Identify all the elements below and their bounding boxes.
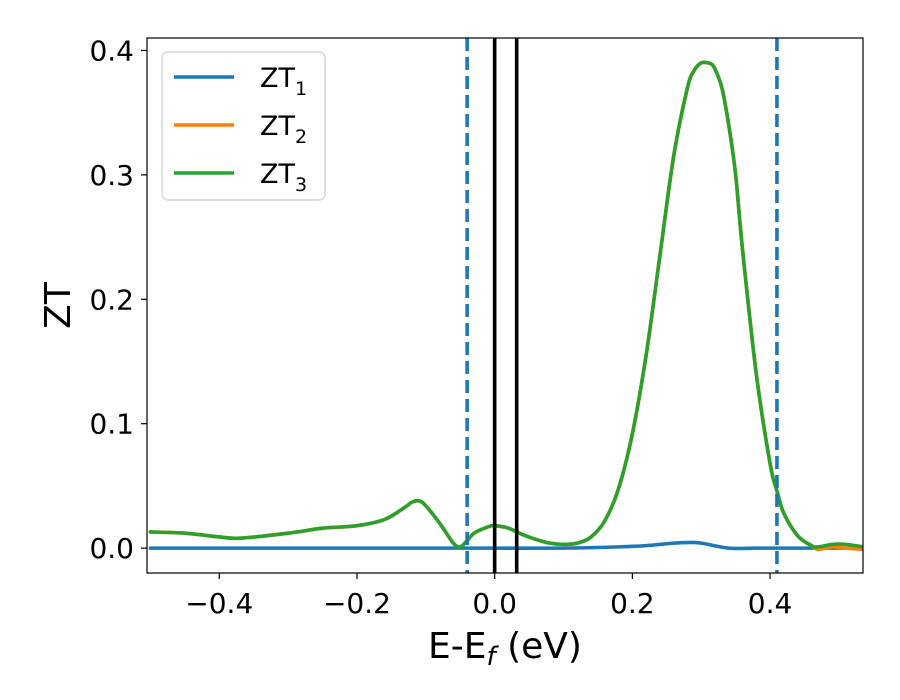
series-line-zt1 <box>148 540 863 551</box>
legend: ZT1 ZT2 ZT3 <box>161 51 326 201</box>
x-tick-label: 0.2 <box>610 587 655 620</box>
y-tick-label: 0.3 <box>89 159 134 192</box>
y-tick-label: 0.2 <box>89 283 134 316</box>
axes-frame <box>146 37 864 574</box>
x-tick-label: 0.4 <box>748 587 793 620</box>
y-tick-label: 0.4 <box>89 34 134 67</box>
legend-label-zt1: ZT1 <box>260 63 307 100</box>
legend-box <box>161 51 326 201</box>
x-axis: −0.4 −0.2 0.0 0.2 0.4 <box>185 573 792 620</box>
series-layer <box>148 60 863 552</box>
y-axis-label: ZT <box>38 281 79 329</box>
legend-label-zt2: ZT2 <box>260 111 307 148</box>
x-tick-label: −0.2 <box>323 587 391 620</box>
y-tick-label: 0.0 <box>89 532 134 565</box>
series-line-zt3 <box>148 60 863 549</box>
x-tick-label: −0.4 <box>185 587 253 620</box>
x-axis-label: E-Ef (eV) <box>428 626 582 672</box>
y-axis: 0.0 0.1 0.2 0.3 0.4 <box>89 34 147 565</box>
legend-label-zt3: ZT3 <box>260 159 307 196</box>
x-tick-label: 0.0 <box>472 587 517 620</box>
y-tick-label: 0.1 <box>89 408 134 441</box>
vertical-markers-layer <box>465 38 779 573</box>
